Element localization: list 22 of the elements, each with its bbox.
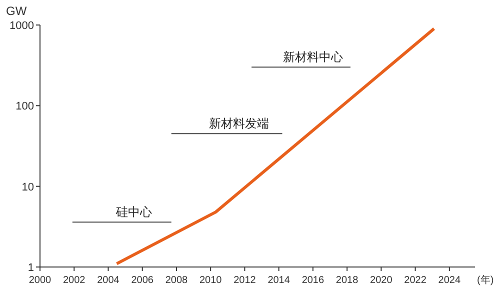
x-tick-label: 2006 xyxy=(131,275,154,286)
x-axis-title: (年) xyxy=(477,274,494,286)
x-tick-label: 2004 xyxy=(97,275,120,286)
x-tick-label: 2008 xyxy=(165,275,188,286)
x-tick-label: 2012 xyxy=(234,275,256,286)
x-tick-label: 2010 xyxy=(199,275,222,286)
x-tick-label: 2018 xyxy=(336,275,359,286)
y-tick-label: 10 xyxy=(22,181,34,194)
x-tick-label: 2020 xyxy=(370,275,393,286)
x-tick-label: 2000 xyxy=(28,275,52,286)
series-label: 硅中心 xyxy=(114,205,152,220)
x-tick-label: 2016 xyxy=(302,275,324,286)
x-tick-label: 2014 xyxy=(268,275,290,286)
x-tick-label: 2022 xyxy=(404,275,427,286)
series-label: 新材料中心 xyxy=(283,50,343,64)
y-tick-label: 1 xyxy=(28,262,34,274)
y-tick-label: 100 xyxy=(16,100,34,113)
y-axis-title: GW xyxy=(6,4,28,18)
x-tick-label: 2024 xyxy=(438,275,461,286)
y-tick-label: 1000 xyxy=(10,20,34,32)
series-label: 新材料发端 xyxy=(208,116,269,131)
x-tick-label: 2002 xyxy=(62,275,86,286)
